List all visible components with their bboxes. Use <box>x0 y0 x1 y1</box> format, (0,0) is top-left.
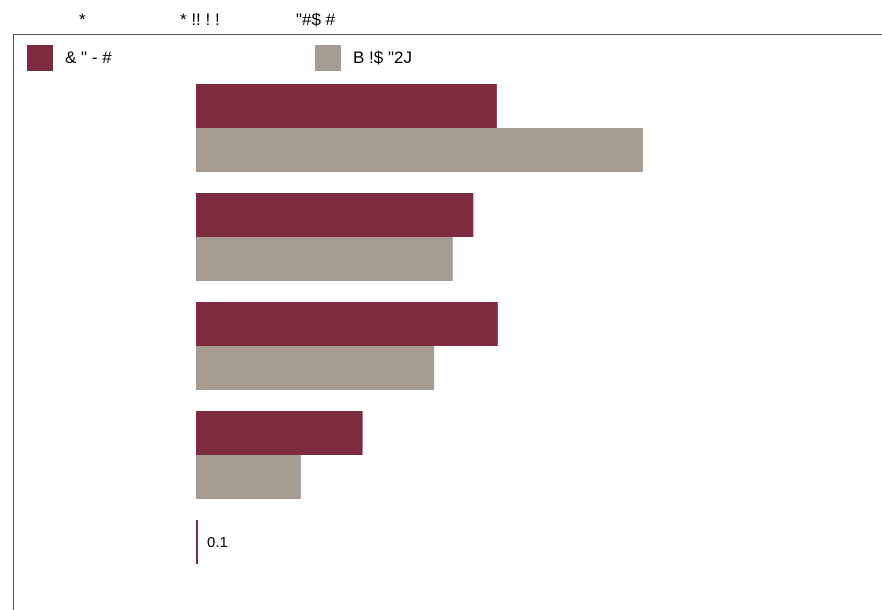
legend-swatch-series-1 <box>27 45 53 71</box>
bar-series-1-group-1 <box>196 84 497 128</box>
header-label-3: "#$ # <box>296 10 336 29</box>
bar-series-2-group-2 <box>196 237 453 281</box>
header-label-1: * <box>79 10 86 29</box>
legend-label-series-1: & " - # <box>65 48 112 67</box>
legend-swatch-series-2 <box>315 45 341 71</box>
bar-series-1-group-2 <box>196 193 474 237</box>
chart-frame <box>13 34 882 610</box>
legend-label-series-2: B !$ "2J <box>353 48 412 67</box>
bar-series-2-group-4 <box>196 455 301 499</box>
tick-label-1: 0.1 <box>207 534 228 551</box>
bar-series-2-group-3 <box>196 346 435 390</box>
bar-series-1-group-4 <box>196 411 363 455</box>
bar-series-1-group-3 <box>196 302 498 346</box>
bar-series-2-group-1 <box>196 128 643 172</box>
header-label-2: * !! ! ! <box>180 10 220 29</box>
chart-header: * * !! ! ! "#$ # <box>0 6 882 30</box>
